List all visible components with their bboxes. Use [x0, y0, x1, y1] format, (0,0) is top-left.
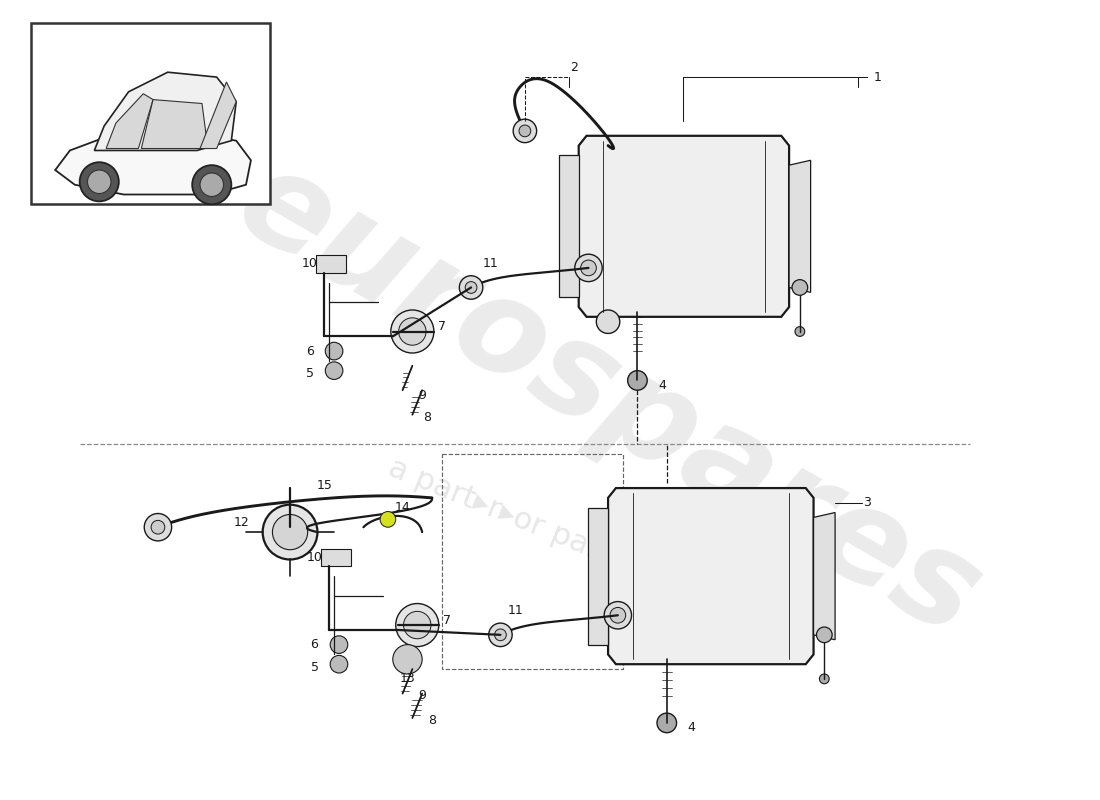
Circle shape	[792, 280, 807, 295]
Polygon shape	[141, 99, 207, 149]
Circle shape	[330, 655, 348, 673]
Polygon shape	[579, 136, 789, 317]
Text: 6: 6	[306, 345, 313, 358]
Circle shape	[396, 603, 439, 646]
Text: 5: 5	[310, 661, 319, 674]
Text: 14: 14	[395, 501, 410, 514]
Polygon shape	[55, 131, 251, 194]
Bar	[317, 255, 345, 273]
Circle shape	[488, 623, 513, 646]
Circle shape	[330, 636, 348, 654]
Polygon shape	[106, 94, 153, 149]
Text: 4: 4	[658, 379, 666, 392]
Circle shape	[326, 362, 343, 379]
Text: 8: 8	[428, 714, 436, 727]
Text: 7: 7	[438, 320, 446, 333]
Polygon shape	[814, 513, 835, 640]
Text: 12: 12	[233, 516, 249, 529]
Circle shape	[820, 674, 829, 684]
Polygon shape	[588, 508, 608, 645]
Circle shape	[79, 162, 119, 202]
Circle shape	[657, 713, 676, 733]
Circle shape	[575, 254, 602, 282]
Text: 6: 6	[310, 638, 319, 651]
Circle shape	[88, 170, 111, 194]
Text: 15: 15	[317, 478, 332, 492]
Circle shape	[273, 514, 308, 550]
Circle shape	[398, 318, 426, 346]
Circle shape	[581, 260, 596, 276]
Text: 10: 10	[307, 551, 322, 564]
Text: 2: 2	[570, 61, 578, 74]
Text: 3: 3	[864, 496, 871, 510]
Circle shape	[460, 276, 483, 299]
Circle shape	[604, 602, 631, 629]
Text: a part▸r▸or parts since 1985: a part▸r▸or parts since 1985	[384, 453, 793, 641]
Bar	[31, 23, 271, 204]
Text: 8: 8	[424, 411, 431, 424]
Text: 4: 4	[688, 722, 695, 734]
Text: 9: 9	[418, 389, 426, 402]
Circle shape	[514, 119, 537, 142]
Text: 10: 10	[301, 258, 318, 270]
Circle shape	[404, 611, 431, 638]
Circle shape	[390, 310, 433, 353]
Circle shape	[200, 173, 223, 197]
Text: eurospares: eurospares	[214, 136, 1001, 664]
Text: 11: 11	[483, 257, 498, 270]
Circle shape	[596, 310, 619, 334]
Polygon shape	[789, 160, 811, 292]
Circle shape	[495, 629, 506, 641]
Circle shape	[628, 370, 647, 390]
Bar	[321, 549, 351, 566]
Circle shape	[192, 165, 231, 204]
Text: 13: 13	[399, 672, 416, 686]
Text: 7: 7	[442, 614, 451, 626]
Polygon shape	[608, 488, 814, 664]
Circle shape	[465, 282, 477, 294]
Polygon shape	[200, 82, 236, 149]
Bar	[442, 454, 623, 669]
Text: 1: 1	[873, 70, 881, 83]
Circle shape	[151, 520, 165, 534]
Circle shape	[326, 342, 343, 360]
Circle shape	[519, 125, 531, 137]
Text: 5: 5	[306, 367, 313, 380]
Text: 9: 9	[418, 689, 426, 702]
Circle shape	[381, 511, 396, 527]
Polygon shape	[559, 155, 579, 298]
Text: 11: 11	[507, 604, 522, 617]
Circle shape	[610, 607, 626, 623]
Circle shape	[263, 505, 318, 559]
Circle shape	[393, 645, 422, 674]
Circle shape	[795, 326, 805, 336]
Circle shape	[816, 627, 832, 642]
Circle shape	[144, 514, 172, 541]
Polygon shape	[95, 72, 236, 150]
